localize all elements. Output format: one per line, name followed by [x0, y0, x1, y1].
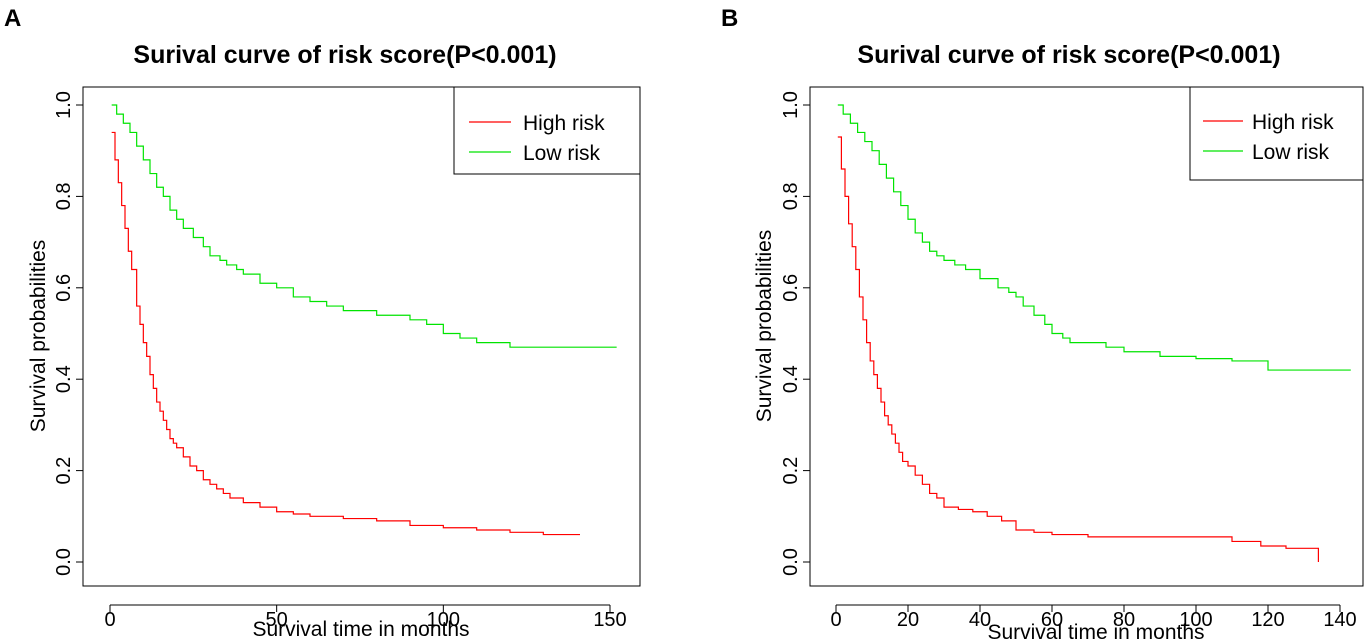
- series-line-low-risk-a: [111, 104, 617, 348]
- y-axis-a: 0.0 0.2 0.4 0.6 0.8 1.0: [53, 91, 84, 576]
- y-tick-label-a-4: 0.8: [53, 182, 75, 210]
- series-line-high-risk-a: [111, 131, 580, 536]
- legend-label-high-risk-b: High risk: [1252, 111, 1334, 134]
- x-tick-label-b-4: 80: [1113, 609, 1135, 631]
- panel-b: B Surival curve of risk score(P<0.001) 0…: [721, 5, 1364, 642]
- y-tick-label-b-5: 1.0: [780, 91, 802, 119]
- series-line-low-risk-b: [837, 104, 1351, 371]
- x-tick-label-b-2: 40: [969, 609, 991, 631]
- panel-letter-b: B: [721, 5, 738, 32]
- chart-title-a: Surival curve of risk score(P<0.001): [133, 41, 556, 69]
- x-tick-label-b-1: 20: [897, 609, 919, 631]
- legend-label-low-risk-b: Low risk: [1252, 141, 1330, 164]
- x-axis-title-a: Survival time in months: [252, 618, 469, 641]
- y-tick-label-a-3: 0.6: [53, 274, 75, 302]
- panel-a: A Surival curve of risk score(P<0.001) 0…: [4, 5, 641, 641]
- x-tick-label-a-3: 150: [593, 609, 626, 631]
- x-tick-label-a-1: 50: [266, 609, 288, 631]
- y-axis-b: 0.0 0.2 0.4 0.6 0.8 1.0: [780, 91, 811, 576]
- x-axis-title-b: Survival time in months: [987, 621, 1204, 642]
- x-tick-label-b-6: 120: [1251, 609, 1284, 631]
- y-tick-label-a-5: 1.0: [53, 91, 75, 119]
- series-line-high-risk-b: [837, 136, 1319, 562]
- x-tick-label-b-3: 60: [1041, 609, 1063, 631]
- y-tick-label-a-0: 0.0: [53, 548, 75, 576]
- chart-title-b: Surival curve of risk score(P<0.001): [857, 41, 1280, 69]
- y-tick-label-b-0: 0.0: [780, 548, 802, 576]
- legend-a: High risk Low risk: [453, 86, 641, 175]
- y-tick-label-a-1: 0.2: [53, 457, 75, 485]
- panel-letter-a: A: [4, 5, 21, 32]
- x-axis-b: 0 20 40 60 80 100 120 140: [830, 604, 1357, 631]
- legend-label-low-risk-a: Low risk: [523, 142, 601, 165]
- legend-b: High risk Low risk: [1189, 86, 1364, 181]
- legend-box-b: [1189, 86, 1364, 181]
- y-tick-label-b-4: 0.8: [780, 182, 802, 210]
- x-tick-label-b-0: 0: [830, 609, 841, 631]
- legend-label-high-risk-a: High risk: [523, 112, 605, 135]
- x-tick-label-b-5: 100: [1179, 609, 1212, 631]
- x-tick-label-a-0: 0: [104, 609, 115, 631]
- y-tick-label-a-2: 0.4: [53, 365, 75, 393]
- y-tick-label-b-2: 0.4: [780, 365, 802, 393]
- y-axis-title-a: Survival probabilities: [27, 240, 50, 433]
- legend-box-a: [453, 86, 641, 175]
- y-tick-label-b-1: 0.2: [780, 457, 802, 485]
- y-axis-title-b: Survival probabilities: [753, 230, 776, 423]
- y-tick-label-b-3: 0.6: [780, 274, 802, 302]
- x-axis-a: 0 50 100 150: [104, 604, 627, 631]
- x-tick-label-a-2: 100: [427, 609, 460, 631]
- x-tick-label-b-7: 140: [1323, 609, 1356, 631]
